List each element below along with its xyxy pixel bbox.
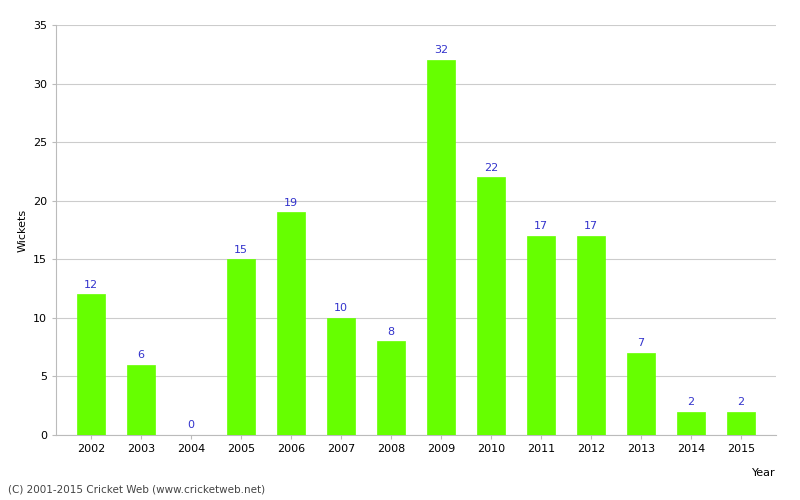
Bar [227,260,254,435]
Text: 32: 32 [434,46,448,56]
Bar [678,412,705,435]
Bar [578,236,605,435]
Y-axis label: Wickets: Wickets [18,208,27,252]
Bar [478,178,505,435]
Text: 15: 15 [234,244,248,254]
Text: 10: 10 [334,303,348,313]
Bar [527,236,554,435]
Text: (C) 2001-2015 Cricket Web (www.cricketweb.net): (C) 2001-2015 Cricket Web (www.cricketwe… [8,485,265,495]
Text: 17: 17 [534,221,548,231]
Text: 19: 19 [284,198,298,207]
Bar [378,342,405,435]
Text: 12: 12 [84,280,98,289]
Bar [727,412,754,435]
Text: 17: 17 [584,221,598,231]
Bar [327,318,354,435]
Bar [278,212,305,435]
Text: 6: 6 [138,350,145,360]
Bar [78,294,105,435]
Bar [427,60,454,435]
Text: 8: 8 [387,326,394,336]
Bar [627,353,654,435]
Text: 0: 0 [187,420,194,430]
Text: 7: 7 [638,338,645,348]
Bar [127,364,154,435]
Text: 2: 2 [738,397,745,407]
Text: 2: 2 [687,397,694,407]
Text: Year: Year [752,468,776,477]
Text: 22: 22 [484,162,498,172]
